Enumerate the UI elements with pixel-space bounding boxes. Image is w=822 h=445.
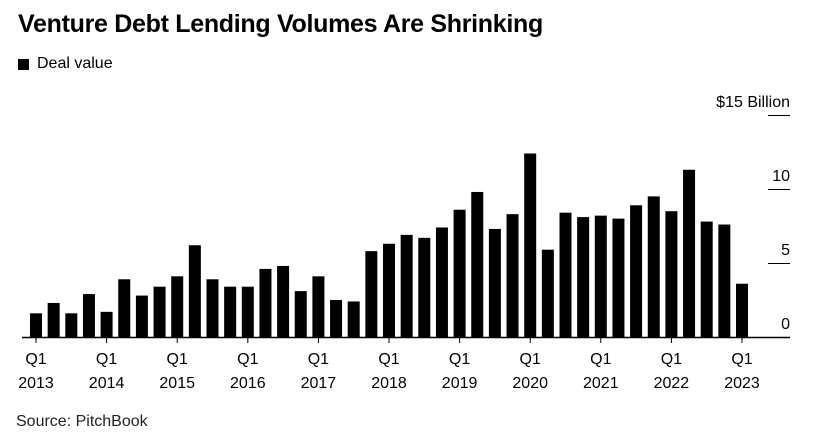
x-tick-label-year-7: 2020 <box>512 375 548 392</box>
bar-24 <box>453 209 466 337</box>
bar-14 <box>277 265 290 337</box>
x-tick-label-quarter-4: Q1 <box>308 351 329 368</box>
bar-2 <box>65 313 78 337</box>
bar-31 <box>577 217 590 337</box>
bar-29 <box>541 249 554 337</box>
bar-26 <box>488 228 501 337</box>
bars-group <box>30 153 748 337</box>
chart-title: Venture Debt Lending Volumes Are Shrinki… <box>18 10 543 38</box>
x-tick-label-quarter-1: Q1 <box>96 351 117 368</box>
x-tick-label-year-2: 2015 <box>159 375 195 392</box>
bar-30 <box>559 212 572 337</box>
x-tick-label-year-9: 2022 <box>654 375 690 392</box>
y-tick-label-0: 0 <box>781 316 790 333</box>
x-tick-label-quarter-8: Q1 <box>590 351 611 368</box>
x-tick-label-quarter-2: Q1 <box>167 351 188 368</box>
y-tick-label-3: $15 Billion <box>716 94 790 111</box>
bar-27 <box>506 214 519 337</box>
x-tick-label-year-10: 2023 <box>724 375 760 392</box>
bar-10 <box>206 279 219 337</box>
x-tick-label-year-5: 2018 <box>371 375 407 392</box>
x-tick-label-quarter-10: Q1 <box>731 351 752 368</box>
y-tick-label-2: 10 <box>772 168 790 185</box>
x-tick-label-quarter-7: Q1 <box>520 351 541 368</box>
bar-16 <box>312 276 325 337</box>
bar-6 <box>135 295 148 337</box>
x-tick-label-quarter-9: Q1 <box>661 351 682 368</box>
y-axis: 0 5 10 $15 Billion <box>716 94 790 333</box>
bar-32 <box>594 215 607 337</box>
x-tick-label-quarter-0: Q1 <box>25 351 46 368</box>
x-tick-label-year-0: 2013 <box>18 375 54 392</box>
bar-9 <box>188 245 201 337</box>
bar-15 <box>294 291 307 337</box>
chart-legend: Deal value <box>18 55 113 73</box>
bar-18 <box>347 301 360 337</box>
bar-19 <box>365 251 378 337</box>
x-tick-label-quarter-5: Q1 <box>378 351 399 368</box>
legend-swatch <box>18 58 29 70</box>
bar-38 <box>700 221 713 337</box>
bar-22 <box>418 237 431 337</box>
bar-37 <box>683 169 696 337</box>
bar-3 <box>82 294 95 337</box>
x-tick-label-year-6: 2019 <box>442 375 478 392</box>
bar-33 <box>612 218 625 337</box>
x-tick-label-year-8: 2021 <box>583 375 619 392</box>
x-tick-label-quarter-3: Q1 <box>237 351 258 368</box>
bar-35 <box>647 196 660 337</box>
bar-12 <box>241 286 254 337</box>
y-tick-label-1: 5 <box>781 242 790 259</box>
legend-label: Deal value <box>37 55 113 72</box>
bar-1 <box>47 302 60 337</box>
bar-40 <box>736 283 748 337</box>
x-tick-label-year-1: 2014 <box>89 375 125 392</box>
bar-13 <box>259 268 272 337</box>
bar-28 <box>524 153 537 337</box>
bar-0 <box>30 313 42 337</box>
bar-17 <box>330 300 343 337</box>
x-tick-label-year-3: 2016 <box>230 375 266 392</box>
bar-4 <box>100 311 113 337</box>
x-tick-label-quarter-6: Q1 <box>449 351 470 368</box>
bar-34 <box>630 205 643 337</box>
bar-5 <box>118 279 131 337</box>
chart-source: Source: PitchBook <box>16 413 148 430</box>
bar-25 <box>471 191 484 337</box>
x-axis: Q1 2013 Q1 2014 Q1 2015 Q1 2016 Q1 2017 Q1 2018 Q1 20… <box>18 336 790 392</box>
bar-23 <box>435 227 448 337</box>
bar-20 <box>383 243 395 337</box>
x-tick-label-year-4: 2017 <box>301 375 337 392</box>
bar-36 <box>665 211 678 337</box>
bar-8 <box>171 276 184 337</box>
bar-39 <box>718 224 731 337</box>
bar-7 <box>153 286 166 337</box>
bar-21 <box>400 234 413 337</box>
bar-11 <box>224 286 237 337</box>
